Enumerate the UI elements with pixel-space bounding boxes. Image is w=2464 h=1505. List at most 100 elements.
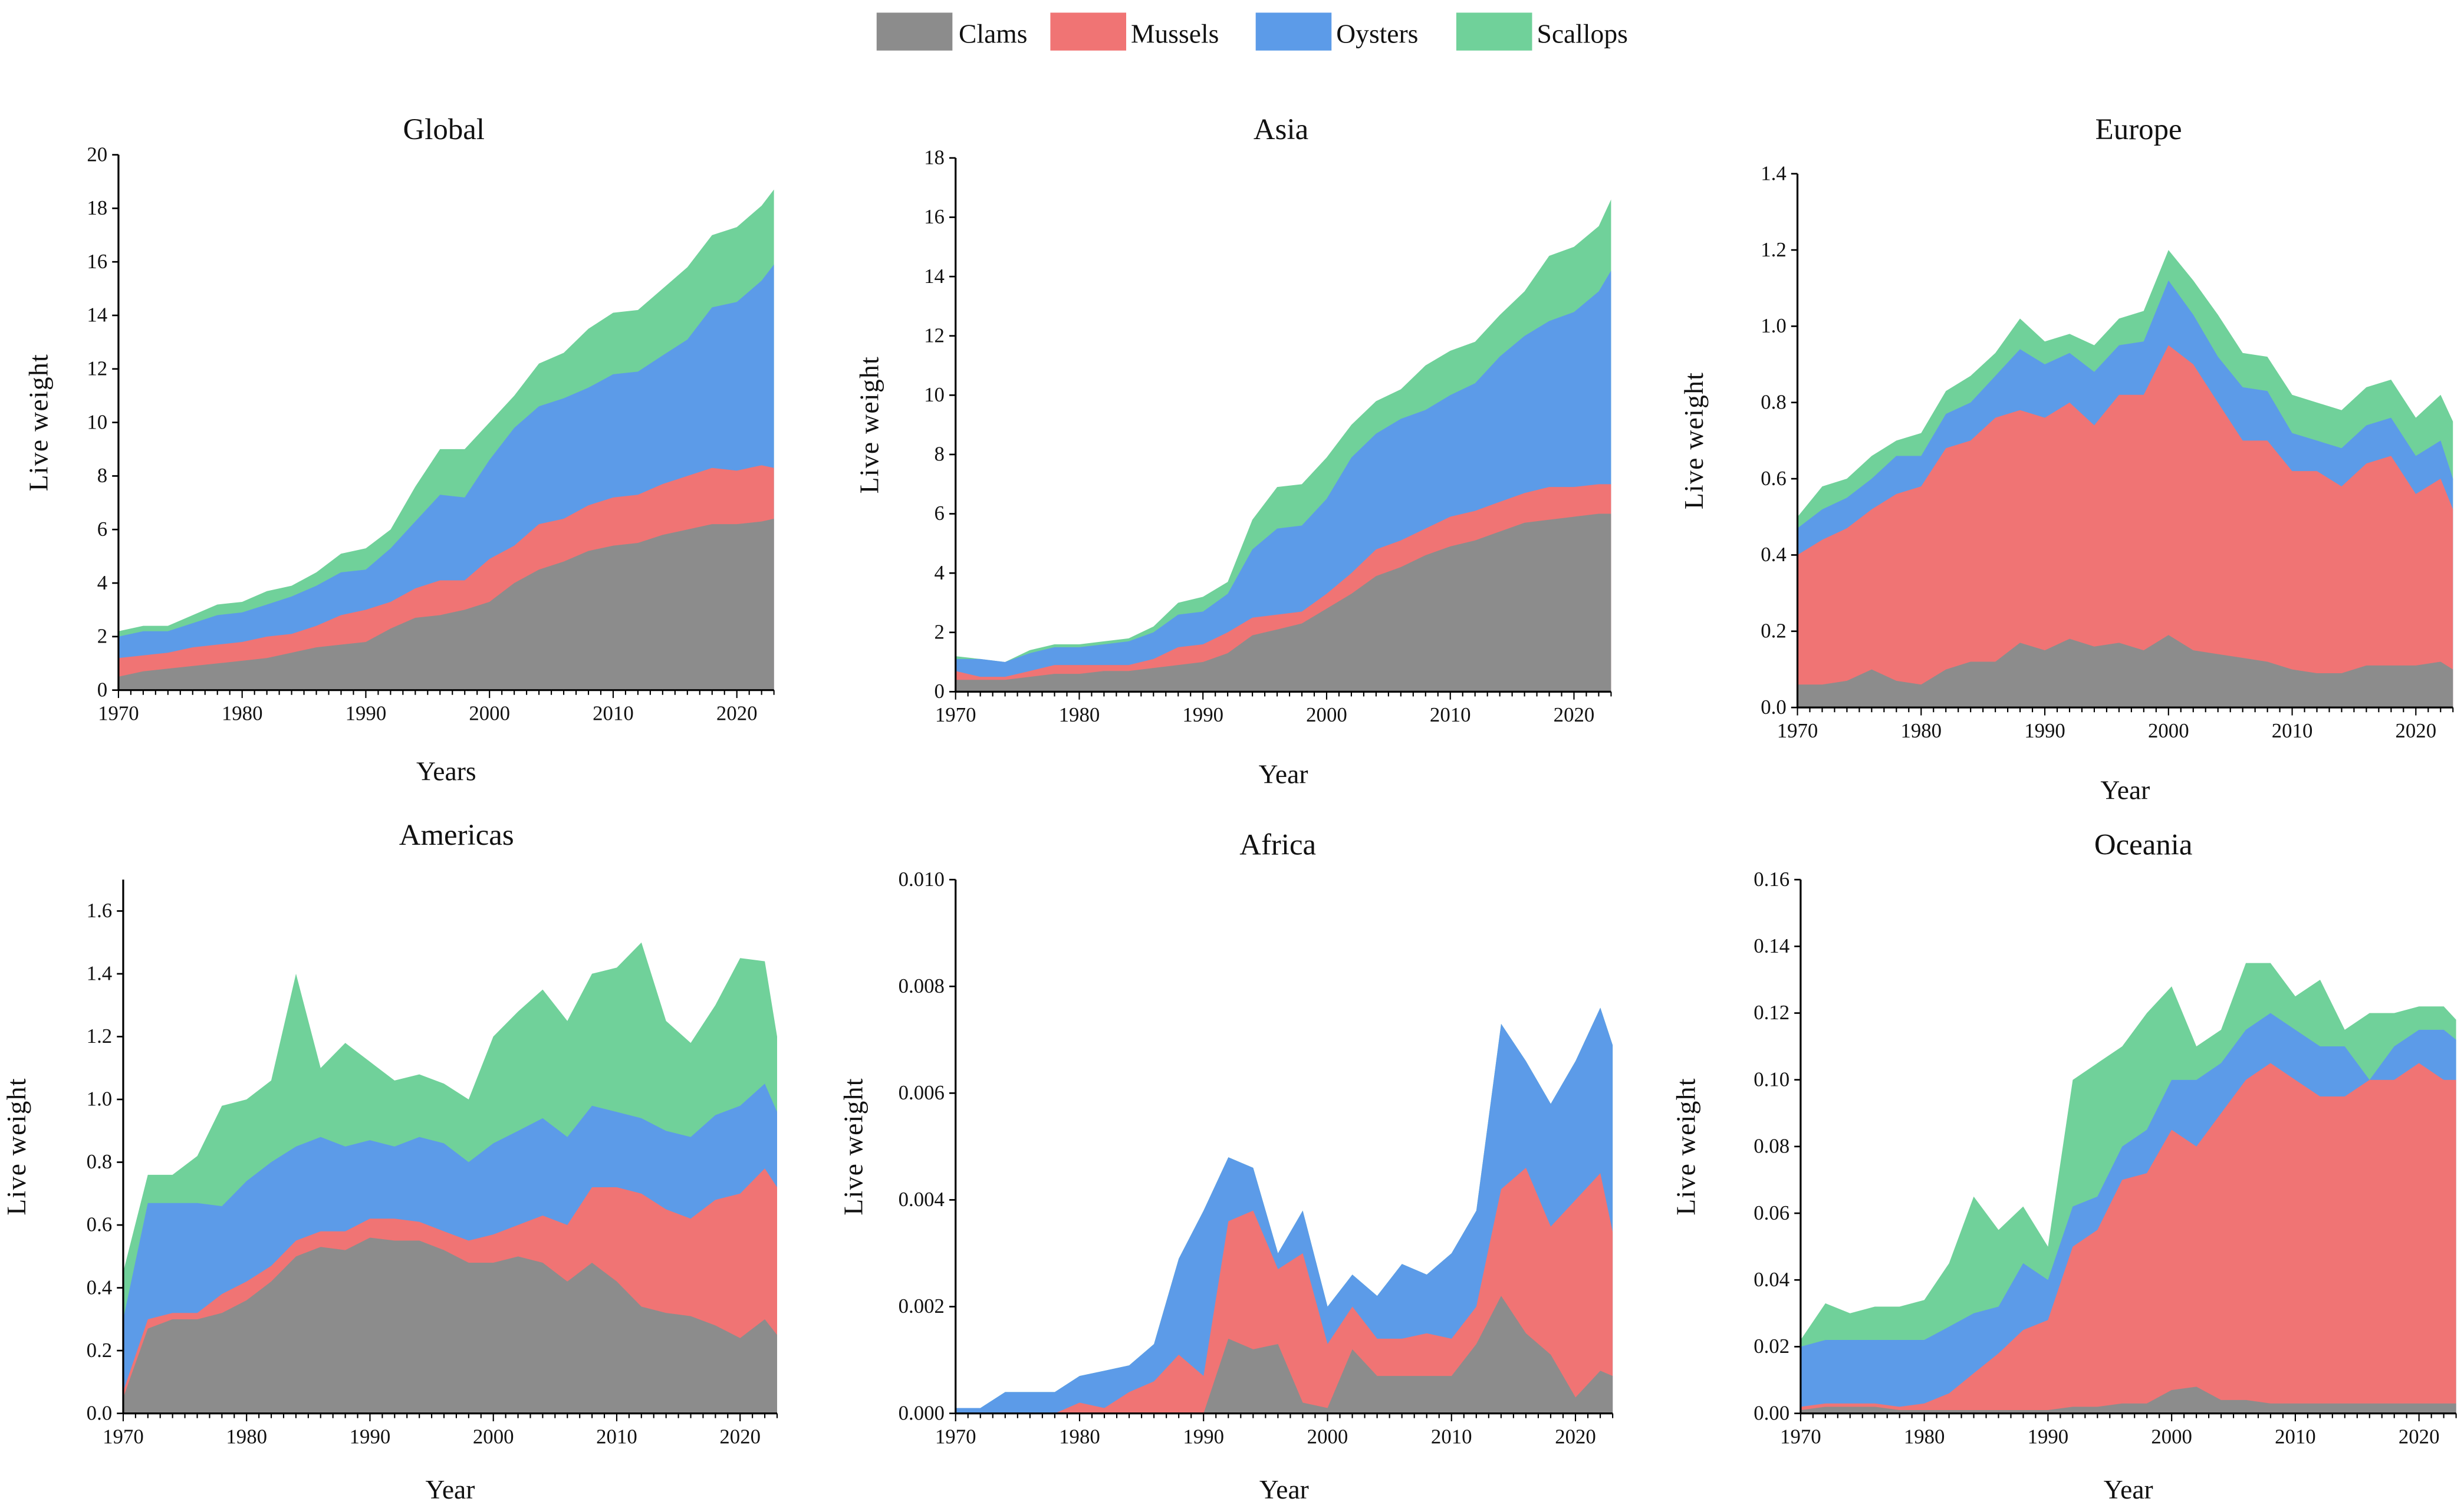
x-tick-label: 1980 [1900, 719, 1942, 742]
y-tick-label: 2 [935, 620, 945, 643]
y-tick-label: 1.0 [87, 1088, 113, 1111]
y-tick-label: 0.002 [899, 1295, 945, 1318]
legend-item-clams: Clams [876, 12, 1027, 51]
x-tick-label: 1980 [1059, 703, 1100, 726]
y-axis-label: Live weight [1670, 1078, 1700, 1215]
y-tick-label: 0.2 [1761, 620, 1787, 643]
legend-label: Oysters [1336, 18, 1418, 48]
legend-item-oysters: Oysters [1255, 12, 1418, 51]
y-tick-label: 4 [935, 561, 945, 584]
legend-item-mussels: Mussels [1050, 12, 1219, 51]
x-tick-label: 2020 [1554, 703, 1595, 726]
y-tick-label: 0.004 [899, 1188, 945, 1211]
area-clams [955, 513, 1611, 692]
x-tick-label: 2020 [2396, 719, 2437, 742]
area-mussels [1797, 345, 2453, 708]
y-axis-label: Live weight [1, 1078, 31, 1215]
y-tick-label: 0.4 [87, 1276, 113, 1299]
y-tick-label: 0.00 [1754, 1401, 1789, 1424]
area-mussels [955, 1168, 1613, 1414]
y-tick-label: 20 [87, 143, 107, 166]
y-tick-label: 0 [935, 680, 945, 703]
x-tick-label: 1990 [1182, 703, 1223, 726]
y-axis-label: Live weight [23, 354, 53, 491]
panel-title: Americas [399, 819, 514, 852]
panel-global: 0 2 4 6 8 10 12 14 16 18 20 1970 1980 1990 2000 2010 202… [23, 113, 775, 786]
y-tick-label: 0 [97, 678, 107, 701]
y-tick-label: 0.8 [87, 1150, 113, 1173]
x-tick-label: 1970 [935, 1425, 976, 1448]
x-tick-label: 2000 [2148, 719, 2189, 742]
x-tick-label: 2010 [596, 1425, 637, 1448]
x-tick-label: 2010 [2272, 719, 2313, 742]
x-tick-label: 1970 [1777, 719, 1818, 742]
legend-label: Mussels [1131, 18, 1219, 48]
y-tick-label: 2 [97, 625, 107, 648]
x-tick-label: 2000 [2151, 1425, 2192, 1448]
y-tick-label: 0.04 [1754, 1268, 1789, 1291]
x-axis-label: Year [2100, 775, 2150, 805]
x-tick-label: 1990 [346, 702, 387, 725]
x-tick-label: 2000 [1306, 703, 1347, 726]
panel-title: Asia [1254, 113, 1308, 146]
y-tick-label: 6 [97, 518, 107, 541]
y-tick-label: 8 [97, 464, 107, 487]
legend-swatch [876, 12, 953, 51]
legend: Clams Mussels Oysters Scallops [876, 12, 1628, 51]
area-clams [1800, 1387, 2456, 1414]
panel-title: Global [403, 113, 485, 146]
x-tick-label: 1990 [350, 1425, 391, 1448]
x-tick-label: 2000 [1307, 1425, 1348, 1448]
x-tick-label: 2010 [593, 702, 634, 725]
x-tick-label: 1980 [222, 702, 263, 725]
panel-title: Africa [1239, 828, 1316, 861]
x-tick-label: 2000 [473, 1425, 514, 1448]
y-tick-label: 0.2 [87, 1339, 113, 1362]
legend-label: Scallops [1537, 18, 1628, 48]
y-tick-label: 14 [87, 304, 107, 327]
x-tick-label: 2020 [2399, 1425, 2440, 1448]
legend-swatch [1456, 12, 1532, 51]
x-tick-label: 1980 [1904, 1425, 1945, 1448]
area-clams [123, 1237, 777, 1414]
y-tick-label: 0.8 [1761, 390, 1787, 413]
x-tick-label: 1980 [1059, 1425, 1100, 1448]
x-tick-label: 2020 [719, 1425, 761, 1448]
y-tick-label: 18 [924, 146, 945, 169]
y-tick-label: 0.008 [899, 974, 945, 997]
y-tick-label: 1.2 [87, 1025, 113, 1048]
panel-americas: 0.0 0.2 0.4 0.6 0.8 1.0 1.2 1.4 1.6 1970 1980 1990 2… [1, 819, 778, 1504]
legend-swatch [1050, 12, 1127, 51]
panel-oceania: 0.00 0.02 0.04 0.06 0.08 0.10 0.12 0.14 0.16 1970… [1670, 828, 2457, 1504]
y-axis-label: Live weight [1679, 372, 1709, 509]
area-clams [118, 519, 774, 690]
x-tick-label: 1970 [1780, 1425, 1821, 1448]
y-tick-label: 12 [924, 324, 945, 347]
x-tick-label: 1990 [2028, 1425, 2069, 1448]
x-tick-label: 1970 [103, 1425, 144, 1448]
y-tick-label: 6 [935, 502, 945, 525]
legend-item-scallops: Scallops [1456, 12, 1628, 51]
area-oysters [955, 1007, 1613, 1414]
y-tick-label: 1.6 [87, 899, 113, 922]
y-tick-label: 16 [924, 205, 945, 228]
x-tick-label: 2000 [469, 702, 510, 725]
x-tick-label: 2010 [1431, 1425, 1472, 1448]
y-tick-label: 0.0 [1761, 696, 1787, 719]
panel-title: Europe [2095, 113, 2182, 146]
y-tick-label: 0.010 [899, 868, 945, 891]
x-tick-label: 2020 [716, 702, 758, 725]
y-tick-label: 1.2 [1761, 238, 1787, 261]
y-tick-label: 1.4 [87, 962, 113, 985]
y-tick-label: 0.0 [87, 1401, 113, 1424]
y-tick-label: 0.16 [1754, 868, 1789, 891]
x-tick-label: 2010 [1430, 703, 1471, 726]
y-tick-label: 0.4 [1761, 543, 1787, 566]
area-clams [1797, 635, 2453, 708]
y-tick-label: 0.02 [1754, 1335, 1789, 1358]
legend-swatch [1255, 12, 1332, 51]
y-tick-label: 0.08 [1754, 1135, 1789, 1158]
y-axis-label: Live weight [854, 356, 884, 493]
